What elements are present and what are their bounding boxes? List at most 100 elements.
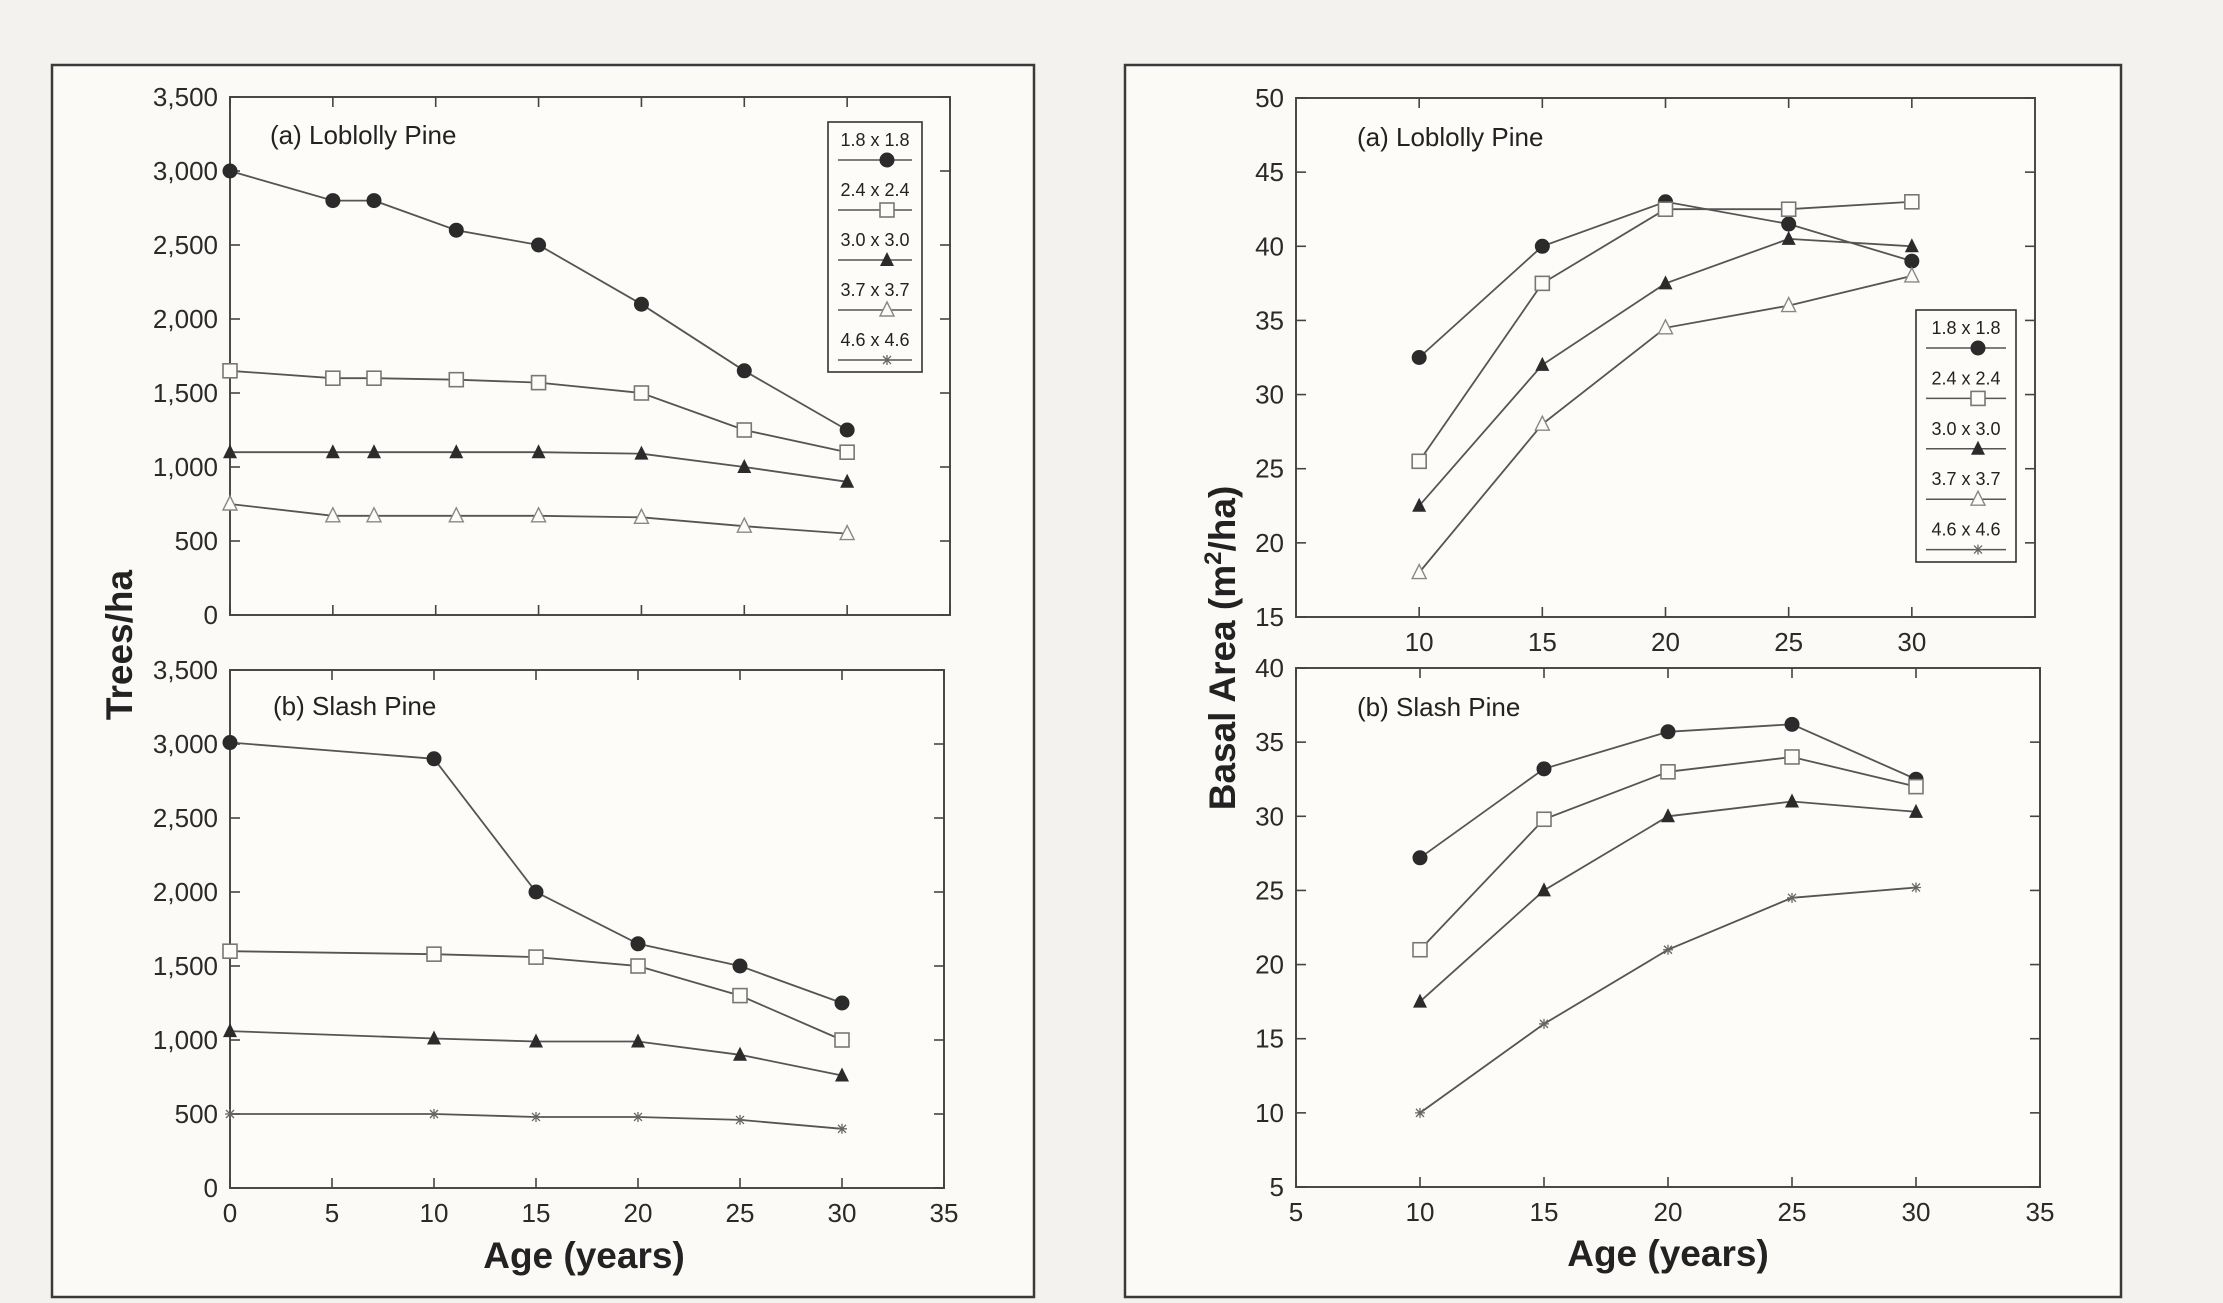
data-point [222,163,238,179]
series-line [230,451,848,483]
y-tick-label: 25 [1255,454,1284,484]
y-tick-label: 35 [1255,727,1284,757]
x-tick-label: 15 [522,1198,551,1228]
data-point [530,374,547,391]
y-tick-label: 2,000 [153,877,218,907]
data-point [835,1067,849,1082]
y-tick-label: 3,000 [153,729,218,759]
y-tick-label: 15 [1255,602,1284,632]
legend-marker [1970,340,1986,356]
chart-loblolly-basal-area: 15 20 25 30 35 40 45 50 10 15 20 25 30 (a) Loblolly P… [1255,83,2036,657]
data-point [839,422,855,438]
x-tick-label: 25 [1778,1197,1807,1227]
data-point [634,445,649,460]
data-point [1536,811,1552,828]
legend-marker [1971,440,1985,455]
legend-label: 3.7 x 3.7 [840,280,909,300]
data-point [1904,238,1919,253]
data-point [633,296,649,312]
data-point [426,751,442,767]
data-point [1539,1018,1549,1029]
legend-marker [879,202,895,218]
y-tick-label: 15 [1255,1024,1284,1054]
data-point [1908,778,1924,795]
series-2.4x2.4 [1411,194,1920,470]
x-axis-title-left: Age (years) [483,1235,685,1276]
data-point [1904,253,1920,269]
series-1.8x1.8 [1412,716,1924,866]
data-point [1657,318,1674,335]
legend-label: 3.7 x 3.7 [1931,469,2000,489]
data-point [365,506,383,523]
data-point [1663,944,1673,955]
x-tick-label: 25 [1774,627,1803,657]
legend-label: 3.0 x 3.0 [1931,419,2000,439]
data-point [367,444,381,459]
data-point [1412,850,1428,866]
legend-marker [878,300,896,317]
y-tick-label: 500 [175,526,218,556]
legend-label: 3.0 x 3.0 [840,230,909,250]
y-tick-label: 500 [175,1099,218,1129]
legend-label: 2.4 x 2.4 [840,180,909,200]
data-point [834,995,850,1011]
data-point [1535,356,1550,371]
data-point [732,958,748,974]
data-point [449,444,464,459]
y-tick-label: 1,000 [153,1025,218,1055]
series-line [229,950,843,1041]
data-point [1911,882,1921,893]
subplot-title: (b) Slash Pine [1357,692,1520,722]
y-tick-label: 40 [1255,653,1284,683]
data-point [630,958,646,974]
series-3.7x3.7 [221,494,856,541]
legend-label: 4.6 x 4.6 [840,330,909,350]
y-tick-label: 20 [1255,528,1284,558]
data-point [221,494,239,511]
data-point [837,1123,847,1134]
subplot-title: (a) Loblolly Pine [1357,122,1543,152]
data-point [737,459,752,473]
legend-marker [879,152,895,168]
data-point [225,1109,235,1119]
y-tick-label: 40 [1255,231,1284,261]
data-point [834,1032,850,1048]
data-point [427,1030,441,1045]
data-point [1657,201,1674,218]
y-tick-label: 3,500 [153,655,218,685]
series-2.4x2.4 [1412,749,1924,958]
legend: 1.8 x 1.8 2.4 x 2.4 3.0 x 3.0 3.7 x 3.7 4.6 … [827,121,923,373]
legend-label: 1.8 x 1.8 [1931,318,2000,338]
data-point [633,1111,643,1122]
plot-area [229,669,945,1189]
series-line [230,1113,843,1130]
series-3.0x3.0 [1412,230,1919,512]
data-point [735,1114,745,1125]
x-tick-label: 20 [624,1198,653,1228]
data-point [426,946,442,962]
y-tick-label: 45 [1255,157,1284,187]
chart-slash-trees: 0 500 1,000 1,500 2,000 2,500 3,000 3,500 0 5 10 15… [153,655,959,1228]
data-point [631,1033,645,1048]
x-tick-label: 5 [1289,1197,1303,1227]
series-4.6x4.6 [225,1109,847,1134]
data-point [529,1033,543,1048]
legend-box [1915,309,2017,563]
x-tick-label: 30 [828,1198,857,1228]
series-1.8x1.8 [222,163,855,438]
data-point [1411,350,1427,365]
data-point [325,444,340,459]
plot-area [1295,667,2041,1188]
y-tick-label: 3,000 [153,156,218,186]
y-tick-label: 20 [1255,950,1284,980]
data-point [736,422,753,438]
data-point [1534,238,1550,254]
series-2.4x2.4 [222,943,850,1048]
y-tick-label: 3,500 [153,82,218,112]
y-axis-title-trees: Trees/ha [99,570,140,721]
x-tick-label: 10 [1406,1197,1435,1227]
legend-label: 1.8 x 1.8 [840,130,909,150]
data-point [448,222,464,238]
data-point [223,1023,237,1038]
x-tick-label: 20 [1654,1197,1683,1227]
